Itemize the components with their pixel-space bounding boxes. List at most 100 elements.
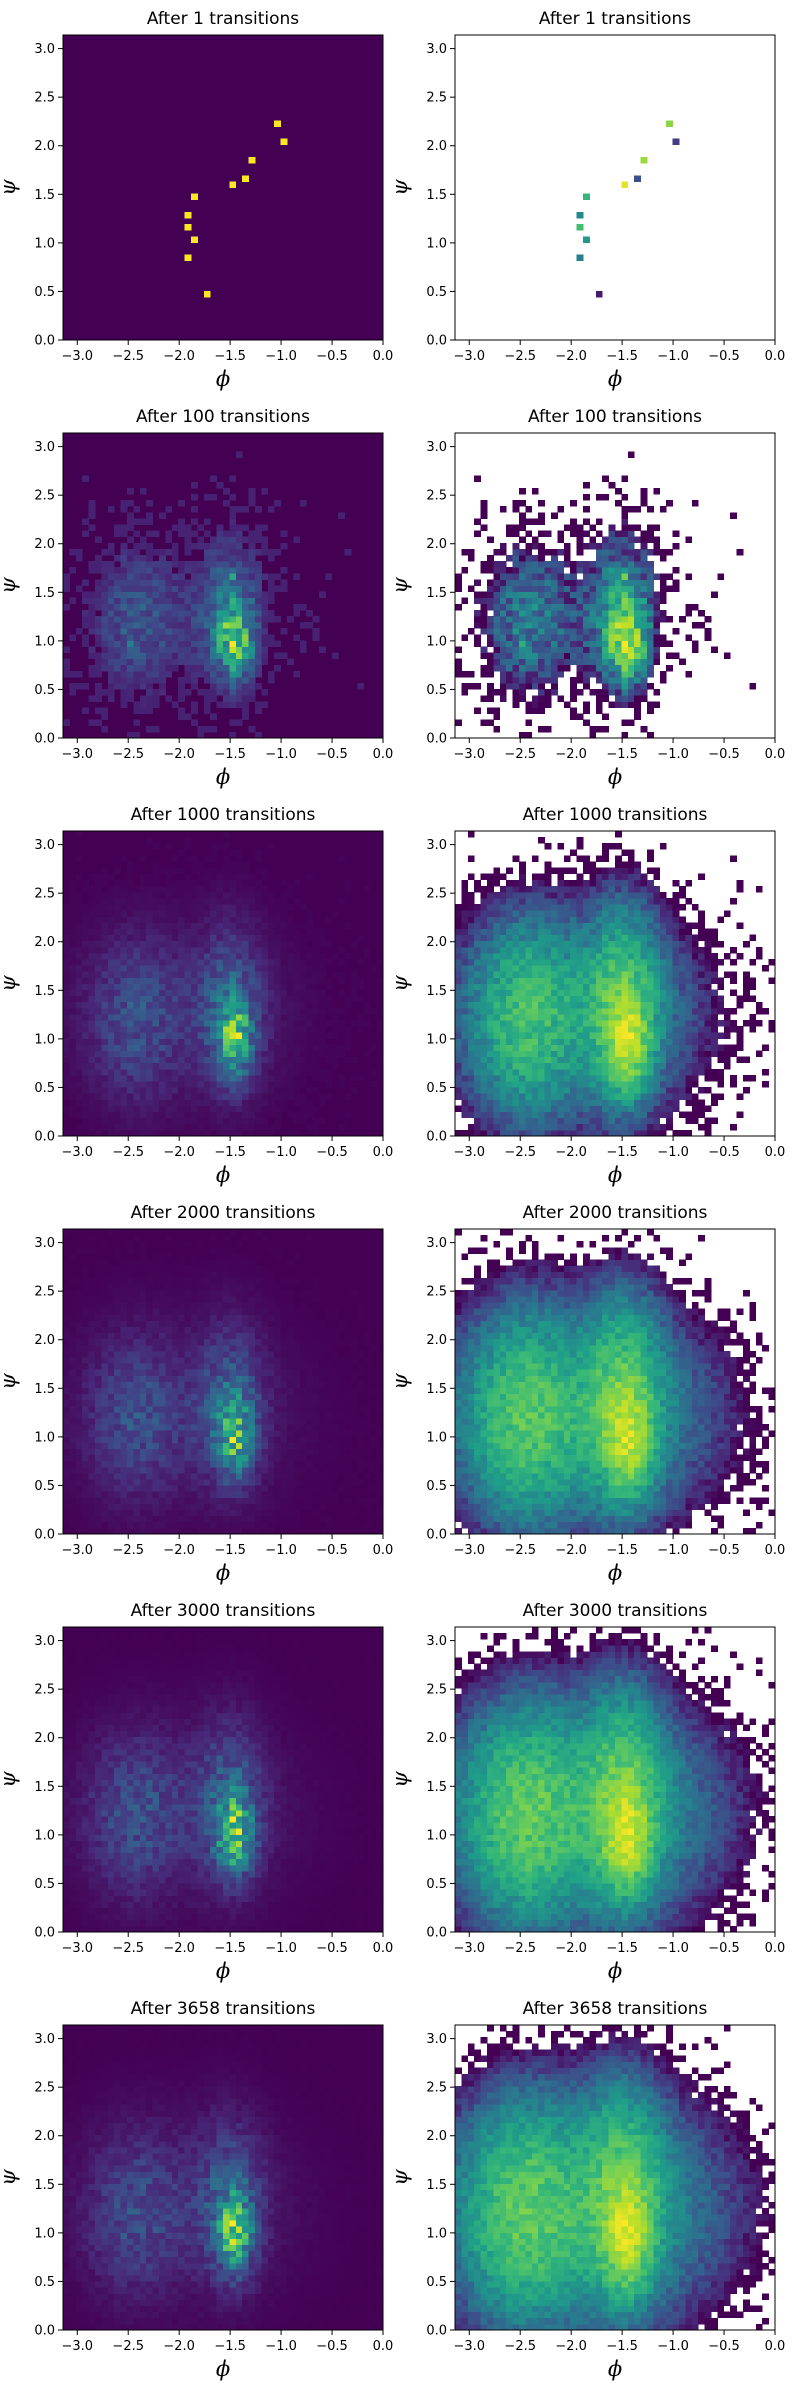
heatmap-cell <box>229 971 237 978</box>
heatmap-cell <box>570 946 577 954</box>
heatmap-cell <box>242 1007 249 1015</box>
heatmap-cell <box>261 1087 269 1094</box>
heatmap-cell <box>331 971 339 978</box>
heatmap-cell <box>101 573 109 580</box>
heatmap-cell <box>203 622 211 629</box>
heatmap-cell <box>88 922 96 929</box>
heatmap-cell <box>82 518 89 525</box>
heatmap-cell <box>191 1129 198 1137</box>
heatmap-cell <box>197 542 205 550</box>
heatmap-cell <box>255 683 262 690</box>
heatmap-cell <box>229 683 237 690</box>
heatmap-cell <box>235 609 243 617</box>
heatmap-cell <box>595 555 603 562</box>
heatmap-cell <box>235 622 243 629</box>
heatmap-cell <box>557 1062 565 1070</box>
heatmap-cell <box>248 1038 256 1045</box>
heatmap-cell <box>299 1105 307 1112</box>
heatmap-cell <box>101 616 109 623</box>
heatmap-cell <box>602 597 609 605</box>
heatmap-cell <box>525 616 533 623</box>
heatmap-cell <box>223 995 230 1003</box>
heatmap-cell <box>165 1087 173 1094</box>
heatmap-cell <box>544 1062 552 1070</box>
heatmap-cell <box>127 892 134 899</box>
heatmap-cell <box>127 904 134 911</box>
heatmap-cell <box>242 670 249 678</box>
heatmap-cell <box>455 664 462 672</box>
heatmap-cell <box>506 946 513 954</box>
heatmap-cell <box>531 487 539 495</box>
heatmap-cell <box>82 934 89 942</box>
heatmap-cell <box>267 983 275 990</box>
heatmap-cell <box>114 1099 121 1106</box>
heatmap-cell <box>287 616 294 623</box>
heatmap-cell <box>576 622 584 629</box>
heatmap-cell <box>608 634 616 641</box>
heatmap-cell <box>467 995 475 1003</box>
heatmap-cell <box>474 634 481 641</box>
heatmap-cells <box>63 831 384 1137</box>
heatmap-cell <box>487 603 494 611</box>
heatmap-cell <box>583 1129 590 1137</box>
heatmap-cell <box>82 1093 89 1100</box>
heatmap-cell <box>608 567 616 574</box>
heatmap-cell <box>506 1099 513 1106</box>
heatmap-cell <box>248 542 256 550</box>
heatmap-cell <box>331 953 339 960</box>
heatmap-cell <box>493 1007 501 1015</box>
heatmap-cell <box>551 983 558 990</box>
heatmap-cell <box>88 1014 96 1021</box>
heatmap-cell <box>525 1081 533 1088</box>
heatmap-cell <box>63 603 70 611</box>
heatmap-cell <box>640 536 648 544</box>
heatmap-cell <box>306 934 313 942</box>
heatmap-cell <box>159 548 166 556</box>
heatmap-cell <box>261 885 269 893</box>
heatmap-cell <box>191 481 198 489</box>
heatmap-cell <box>634 616 641 623</box>
heatmap-cell <box>229 640 237 647</box>
heatmap-cell <box>165 1117 173 1125</box>
heatmap-cell <box>474 977 481 984</box>
heatmap-cell <box>338 977 345 984</box>
heatmap-cell <box>344 1032 352 1039</box>
y-tick-label: 0.0 <box>34 732 55 747</box>
heatmap-cell <box>493 725 501 733</box>
heatmap-cell <box>461 946 469 954</box>
heatmap-cell <box>82 1087 89 1094</box>
heatmap-cell <box>544 977 552 984</box>
heatmap-cell <box>563 616 571 623</box>
heatmap-cell <box>235 873 243 881</box>
heatmap-cell <box>95 898 102 905</box>
heatmap-cell <box>248 922 256 929</box>
heatmap-cell <box>293 989 301 997</box>
heatmap-cell <box>312 928 320 936</box>
heatmap-cell <box>159 885 166 893</box>
heatmap-cell <box>634 904 641 911</box>
heatmap-cell <box>82 1099 89 1106</box>
heatmap-cell <box>512 689 520 696</box>
heatmap-cell <box>152 867 160 875</box>
heatmap-cell <box>120 946 128 954</box>
heatmap-cell <box>120 953 128 960</box>
heatmap-cell <box>602 1056 609 1064</box>
heatmap-cell <box>255 524 262 531</box>
heatmap-cell <box>184 904 192 911</box>
heatmap-cell <box>75 1062 83 1070</box>
heatmap-cell <box>615 898 622 905</box>
heatmap-cell <box>267 971 275 978</box>
heatmap-cell <box>229 1087 237 1094</box>
heatmap-cell <box>287 922 294 929</box>
heatmap-cell <box>519 1117 526 1125</box>
heatmap-cell <box>493 910 501 917</box>
heatmap-cell <box>229 634 237 641</box>
heatmap-cell <box>88 977 96 984</box>
heatmap-cell <box>203 640 211 647</box>
heatmap-cell <box>538 567 545 574</box>
heatmap-cell <box>280 1026 288 1033</box>
heatmap-cell <box>178 518 185 525</box>
heatmap-cell <box>152 1093 160 1100</box>
heatmap-cell <box>114 1062 121 1070</box>
heatmap-cell <box>634 989 641 997</box>
